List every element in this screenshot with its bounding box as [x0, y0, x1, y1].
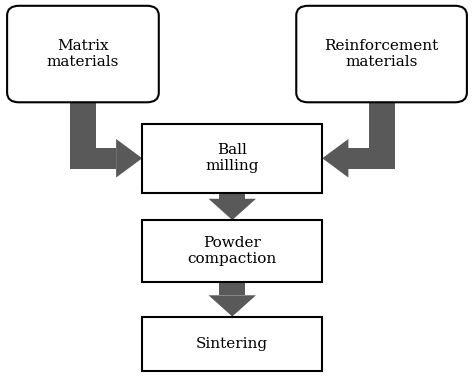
FancyBboxPatch shape: [296, 6, 467, 102]
Polygon shape: [116, 139, 142, 178]
Polygon shape: [209, 295, 256, 317]
Bar: [142, 220, 322, 282]
Bar: [369, 147, 394, 169]
Bar: [70, 147, 96, 169]
Polygon shape: [322, 139, 348, 178]
Text: Sintering: Sintering: [196, 337, 268, 350]
Bar: [142, 317, 322, 371]
Bar: [348, 147, 394, 169]
Bar: [369, 93, 394, 169]
Bar: [219, 282, 246, 295]
Polygon shape: [209, 199, 256, 220]
Text: Reinforcement
materials: Reinforcement materials: [324, 39, 439, 69]
Bar: [142, 124, 322, 193]
Text: Ball
milling: Ball milling: [206, 143, 259, 173]
Bar: [70, 93, 96, 169]
Bar: [70, 147, 116, 169]
Bar: [219, 193, 246, 199]
FancyBboxPatch shape: [7, 6, 159, 102]
Text: Powder
compaction: Powder compaction: [188, 236, 277, 266]
Text: Matrix
materials: Matrix materials: [47, 39, 119, 69]
